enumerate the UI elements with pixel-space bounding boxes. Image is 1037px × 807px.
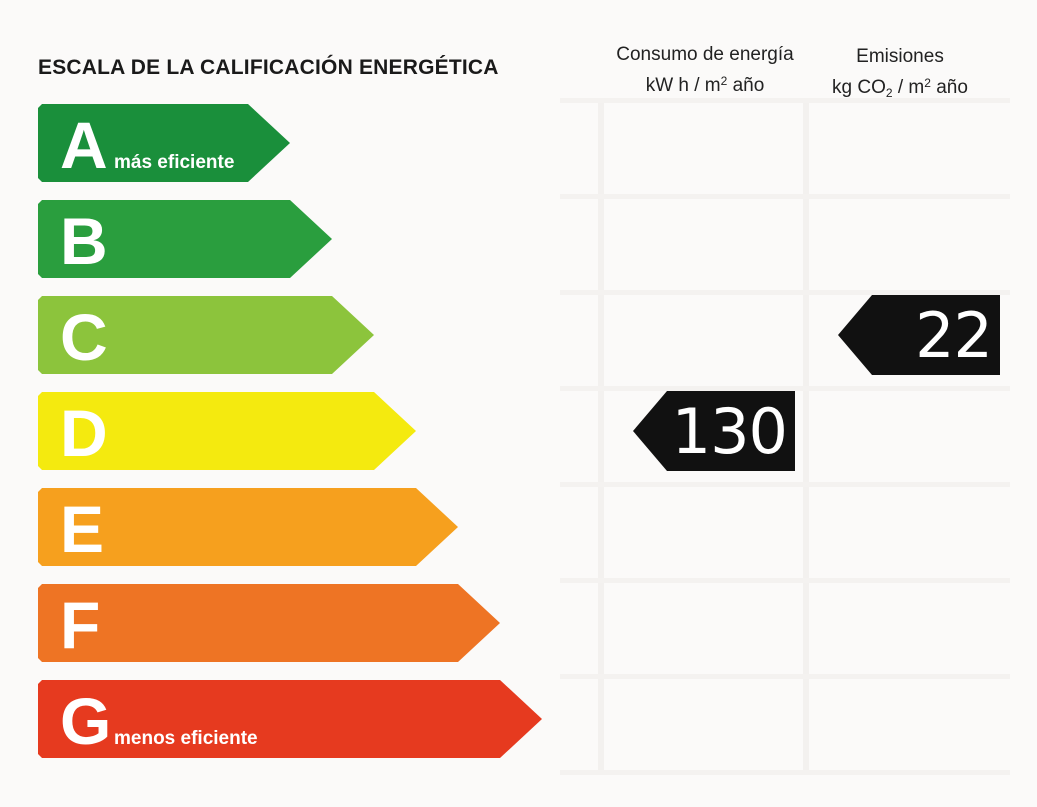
- emisiones-unit-text: kg CO: [832, 77, 886, 98]
- class-description: más eficiente: [114, 152, 235, 173]
- consumo-rating-indicator: 130: [633, 391, 795, 471]
- emisiones-rating-indicator: 22: [838, 295, 1000, 375]
- grid-row-divider: [560, 290, 1010, 295]
- energy-class-e-bar: E: [38, 488, 458, 566]
- energy-class-f-bar: F: [38, 584, 500, 662]
- emisiones-unit-suffix: año: [930, 77, 968, 98]
- class-arrow-shape: [38, 584, 500, 662]
- grid-row-divider: [560, 482, 1010, 487]
- emisiones-header-line1: Emisiones: [856, 46, 944, 67]
- energy-class-b-bar: B: [38, 200, 332, 278]
- grid-row-divider: [560, 674, 1010, 679]
- class-letter: A: [60, 108, 108, 182]
- class-arrow-shape: [38, 680, 542, 758]
- consumo-rating-value: 130: [671, 395, 788, 468]
- class-arrow-shape: [38, 296, 374, 374]
- class-arrow-shape: [38, 104, 290, 182]
- class-letter: G: [60, 684, 112, 758]
- emisiones-unit-mid: / m: [892, 77, 925, 98]
- grid-row-divider: [560, 578, 1010, 583]
- energy-class-c-bar: C: [38, 296, 374, 374]
- consumo-header: Consumo de energía kW h / m2 año: [590, 42, 820, 99]
- grid-row-divider: [560, 770, 1010, 775]
- grid-row-divider: [560, 98, 1010, 103]
- emisiones-header-unit: kg CO2 / m2 año: [800, 70, 1000, 106]
- consumo-unit-exp: 2: [720, 74, 728, 88]
- class-arrow-shape: [38, 488, 458, 566]
- energy-class-d-bar: D: [38, 392, 416, 470]
- grid-divider: [598, 100, 604, 770]
- grid-row-divider: [560, 386, 1010, 391]
- consumo-header-unit: kW h / m2 año: [590, 68, 820, 99]
- indicator-arrow-shape: [838, 295, 1000, 375]
- class-arrow-shape: [38, 392, 416, 470]
- class-letter: B: [60, 204, 108, 278]
- class-letter: E: [60, 492, 105, 566]
- emisiones-header: Emisiones kg CO2 / m2 año: [800, 44, 1000, 106]
- class-letter: C: [60, 300, 108, 374]
- class-description: menos eficiente: [114, 728, 258, 749]
- grid-divider: [803, 100, 809, 770]
- class-arrow-shape: [38, 200, 332, 278]
- label-title: ESCALA DE LA CALIFICACIÓN ENERGÉTICA: [38, 56, 499, 79]
- emisiones-rating-value: 22: [915, 299, 993, 372]
- class-letter: D: [60, 396, 108, 470]
- consumo-header-line1: Consumo de energía: [616, 44, 794, 65]
- grid-row-divider: [560, 194, 1010, 199]
- emisiones-unit-sub: 2: [885, 86, 893, 100]
- indicator-arrow-shape: [633, 391, 795, 471]
- emisiones-unit-exp: 2: [924, 76, 931, 90]
- consumo-unit-suffix: año: [727, 75, 765, 96]
- class-letter: F: [60, 588, 101, 662]
- consumo-unit-text: kW h / m: [645, 75, 721, 96]
